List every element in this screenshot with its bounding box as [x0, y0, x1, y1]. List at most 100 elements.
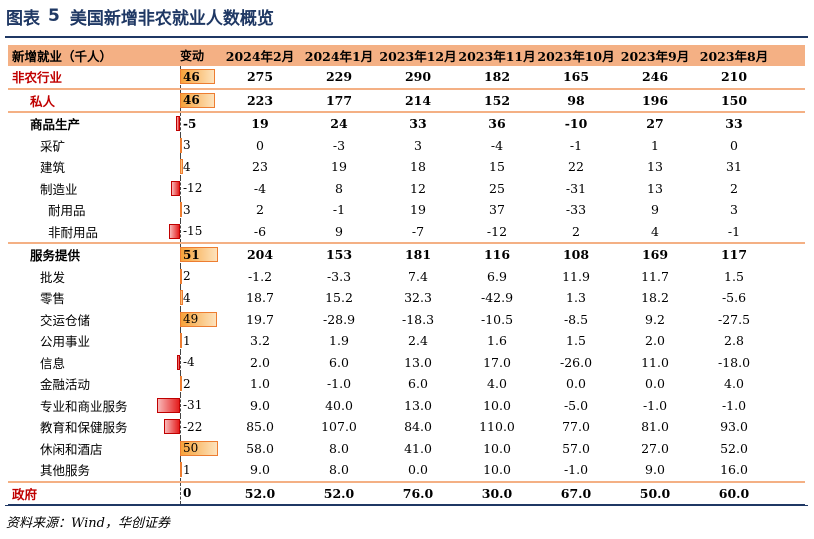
month-value: -28.9 [322, 311, 356, 327]
table-row: 休闲和酒店 50 58.0 8.0 41.0 10.0 57.0 27.0 52.0 [8, 437, 805, 459]
row-label: 休闲和酒店 [40, 441, 103, 457]
month-value: -3 [332, 137, 346, 153]
month-value: 3 [414, 137, 422, 153]
month-value: 169 [641, 247, 669, 263]
table-row: 公用事业 1 3.2 1.9 2.4 1.6 1.5 2.0 2.8 [8, 330, 805, 352]
month-value: 27 [646, 116, 664, 132]
month-value: 60.0 [718, 485, 750, 501]
table-row: 非农行业 46 275 229 290 182 165 246 210 [8, 66, 805, 88]
month-value: -26.0 [559, 354, 593, 370]
month-value: 6.0 [408, 376, 428, 392]
month-value: -1.2 [247, 268, 273, 284]
change-bar [163, 419, 180, 434]
month-value: 50.0 [639, 485, 671, 501]
month-value: -10 [564, 116, 588, 132]
row-label: 服务提供 [30, 248, 81, 264]
month-value: 9 [335, 223, 343, 239]
row-label: 私人 [30, 93, 56, 109]
change-value: 46 [183, 93, 200, 108]
month-value: 6.9 [487, 268, 507, 284]
table-row: 非耐用品 -15 -6 9 -7 -12 2 4 -1 [8, 220, 805, 242]
month-value: 9.2 [645, 311, 665, 327]
table-row: 建筑 4 23 19 18 15 22 13 31 [8, 156, 805, 178]
month-value: 182 [483, 69, 511, 85]
header-month: 2023年10月 [537, 49, 615, 64]
row-separator [8, 242, 805, 244]
month-value: 11.9 [562, 268, 590, 284]
month-value: -6 [253, 223, 267, 239]
row-separator [8, 111, 805, 113]
change-value: 4 [183, 290, 191, 305]
month-value: 108 [562, 247, 590, 263]
month-value: 290 [404, 69, 432, 85]
month-value: 25 [489, 180, 505, 196]
month-value: -8.5 [563, 311, 589, 327]
change-bar [156, 397, 180, 413]
month-value: 58.0 [246, 440, 274, 456]
month-value: 3 [730, 202, 738, 218]
change-bar [180, 69, 215, 84]
month-value: 36 [488, 116, 506, 132]
month-value: -31 [565, 180, 587, 196]
month-value: 11.0 [641, 354, 669, 370]
figure-prefix: 图表 [6, 8, 40, 29]
change-value: 1 [183, 462, 191, 477]
month-value: 246 [641, 69, 669, 85]
month-value: 81.0 [641, 419, 669, 435]
month-value: 9.0 [250, 397, 270, 413]
month-value: 77.0 [562, 419, 590, 435]
row-label: 专业和商业服务 [40, 398, 128, 414]
month-value: 85.0 [246, 419, 274, 435]
month-value: 3.2 [250, 333, 270, 349]
change-bar [176, 116, 180, 131]
month-value: 2 [256, 202, 264, 218]
table-row: 专业和商业服务 -31 9.0 40.0 13.0 10.0 -5.0 -1.0 -1.0 [8, 394, 805, 416]
change-bar [180, 202, 183, 217]
month-value: 13.0 [404, 397, 432, 413]
change-bar [180, 92, 215, 108]
table-row: 私人 46 223 177 214 152 98 196 150 [8, 89, 805, 111]
row-label: 采矿 [40, 138, 66, 154]
month-value: 204 [246, 247, 274, 263]
month-value: 17.0 [483, 354, 511, 370]
month-value: 2 [572, 223, 580, 239]
month-value: 15 [489, 159, 505, 175]
row-separator [8, 480, 805, 483]
row-label: 交运仓储 [40, 312, 91, 328]
month-value: 52.0 [244, 485, 276, 501]
change-axis [180, 416, 181, 438]
change-axis [180, 482, 181, 504]
month-value: -33 [565, 202, 587, 218]
header-change: 变动 [180, 49, 205, 63]
header-month: 2024年2月 [225, 49, 295, 64]
row-label: 其他服务 [40, 463, 91, 479]
month-value: 33 [409, 116, 427, 132]
change-value: -4 [183, 355, 195, 370]
month-value: -1 [332, 202, 346, 218]
row-label: 金融活动 [40, 377, 91, 393]
month-value: 2.8 [724, 333, 744, 349]
month-value: 0 [730, 137, 738, 153]
change-bar [180, 376, 182, 391]
month-value: 19 [251, 116, 269, 132]
table-row: 耐用品 3 2 -1 19 37 -33 9 3 [8, 199, 805, 221]
month-value: 9 [651, 202, 659, 218]
table-row: 交运仓储 49 19.7 -28.9 -18.3 -10.5 -8.5 9.2 -27.5 [8, 308, 805, 330]
month-value: 2.0 [645, 333, 665, 349]
month-value: 8 [335, 180, 343, 196]
month-value: -7 [411, 223, 425, 239]
change-value: 2 [183, 269, 191, 284]
month-value: 4 [651, 223, 659, 239]
change-value: 3 [183, 202, 191, 217]
change-bar [180, 440, 218, 456]
row-label: 教育和保健服务 [40, 420, 128, 436]
month-value: 2.0 [250, 354, 270, 370]
month-value: 1.6 [487, 333, 507, 349]
month-value: 152 [483, 92, 511, 108]
change-value: -15 [183, 224, 203, 239]
change-value: 0 [183, 486, 192, 501]
month-value: 210 [720, 69, 748, 85]
month-value: 24 [330, 116, 348, 132]
month-value: 1.5 [566, 333, 586, 349]
month-value: 10.0 [483, 397, 511, 413]
